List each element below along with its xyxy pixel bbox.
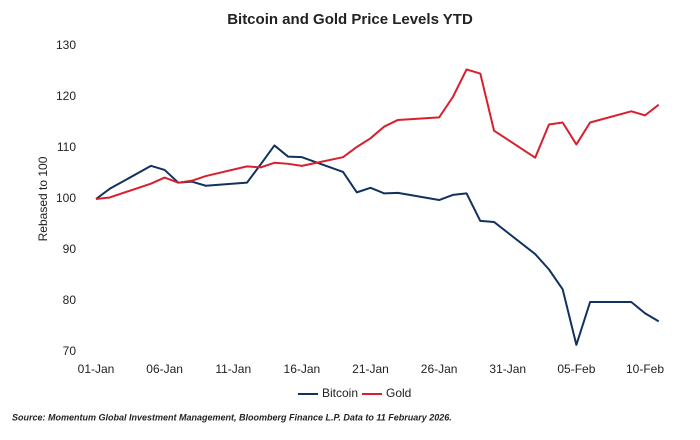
source-note: Source: Momentum Global Investment Manag… (12, 412, 452, 422)
y-tick-label: 120 (56, 89, 76, 103)
y-tick-label: 100 (56, 191, 76, 205)
legend-label: Bitcoin (322, 386, 358, 400)
x-tick-label: 16-Jan (284, 362, 321, 376)
x-tick-label: 26-Jan (421, 362, 458, 376)
y-tick-label: 80 (63, 293, 77, 307)
x-tick-label: 21-Jan (352, 362, 389, 376)
x-tick-label: 01-Jan (78, 362, 115, 376)
legend-label: Gold (386, 386, 411, 400)
x-tick-label: 11-Jan (215, 362, 251, 376)
series-line (95, 68, 660, 200)
chart-title: Bitcoin and Gold Price Levels YTD (227, 11, 473, 28)
y-tick-label: 70 (63, 344, 77, 358)
x-tick-label: 06-Jan (146, 362, 183, 376)
y-tick-label: 90 (63, 242, 77, 256)
x-tick-label: 31-Jan (489, 362, 526, 376)
x-tick-label: 10-Feb (626, 362, 664, 376)
y-tick-label: 130 (56, 38, 76, 52)
x-tick-label: 05-Feb (557, 362, 595, 376)
y-tick-label: 110 (57, 140, 76, 154)
y-axis-label: Rebased to 100 (36, 156, 50, 241)
series-line (95, 144, 660, 346)
